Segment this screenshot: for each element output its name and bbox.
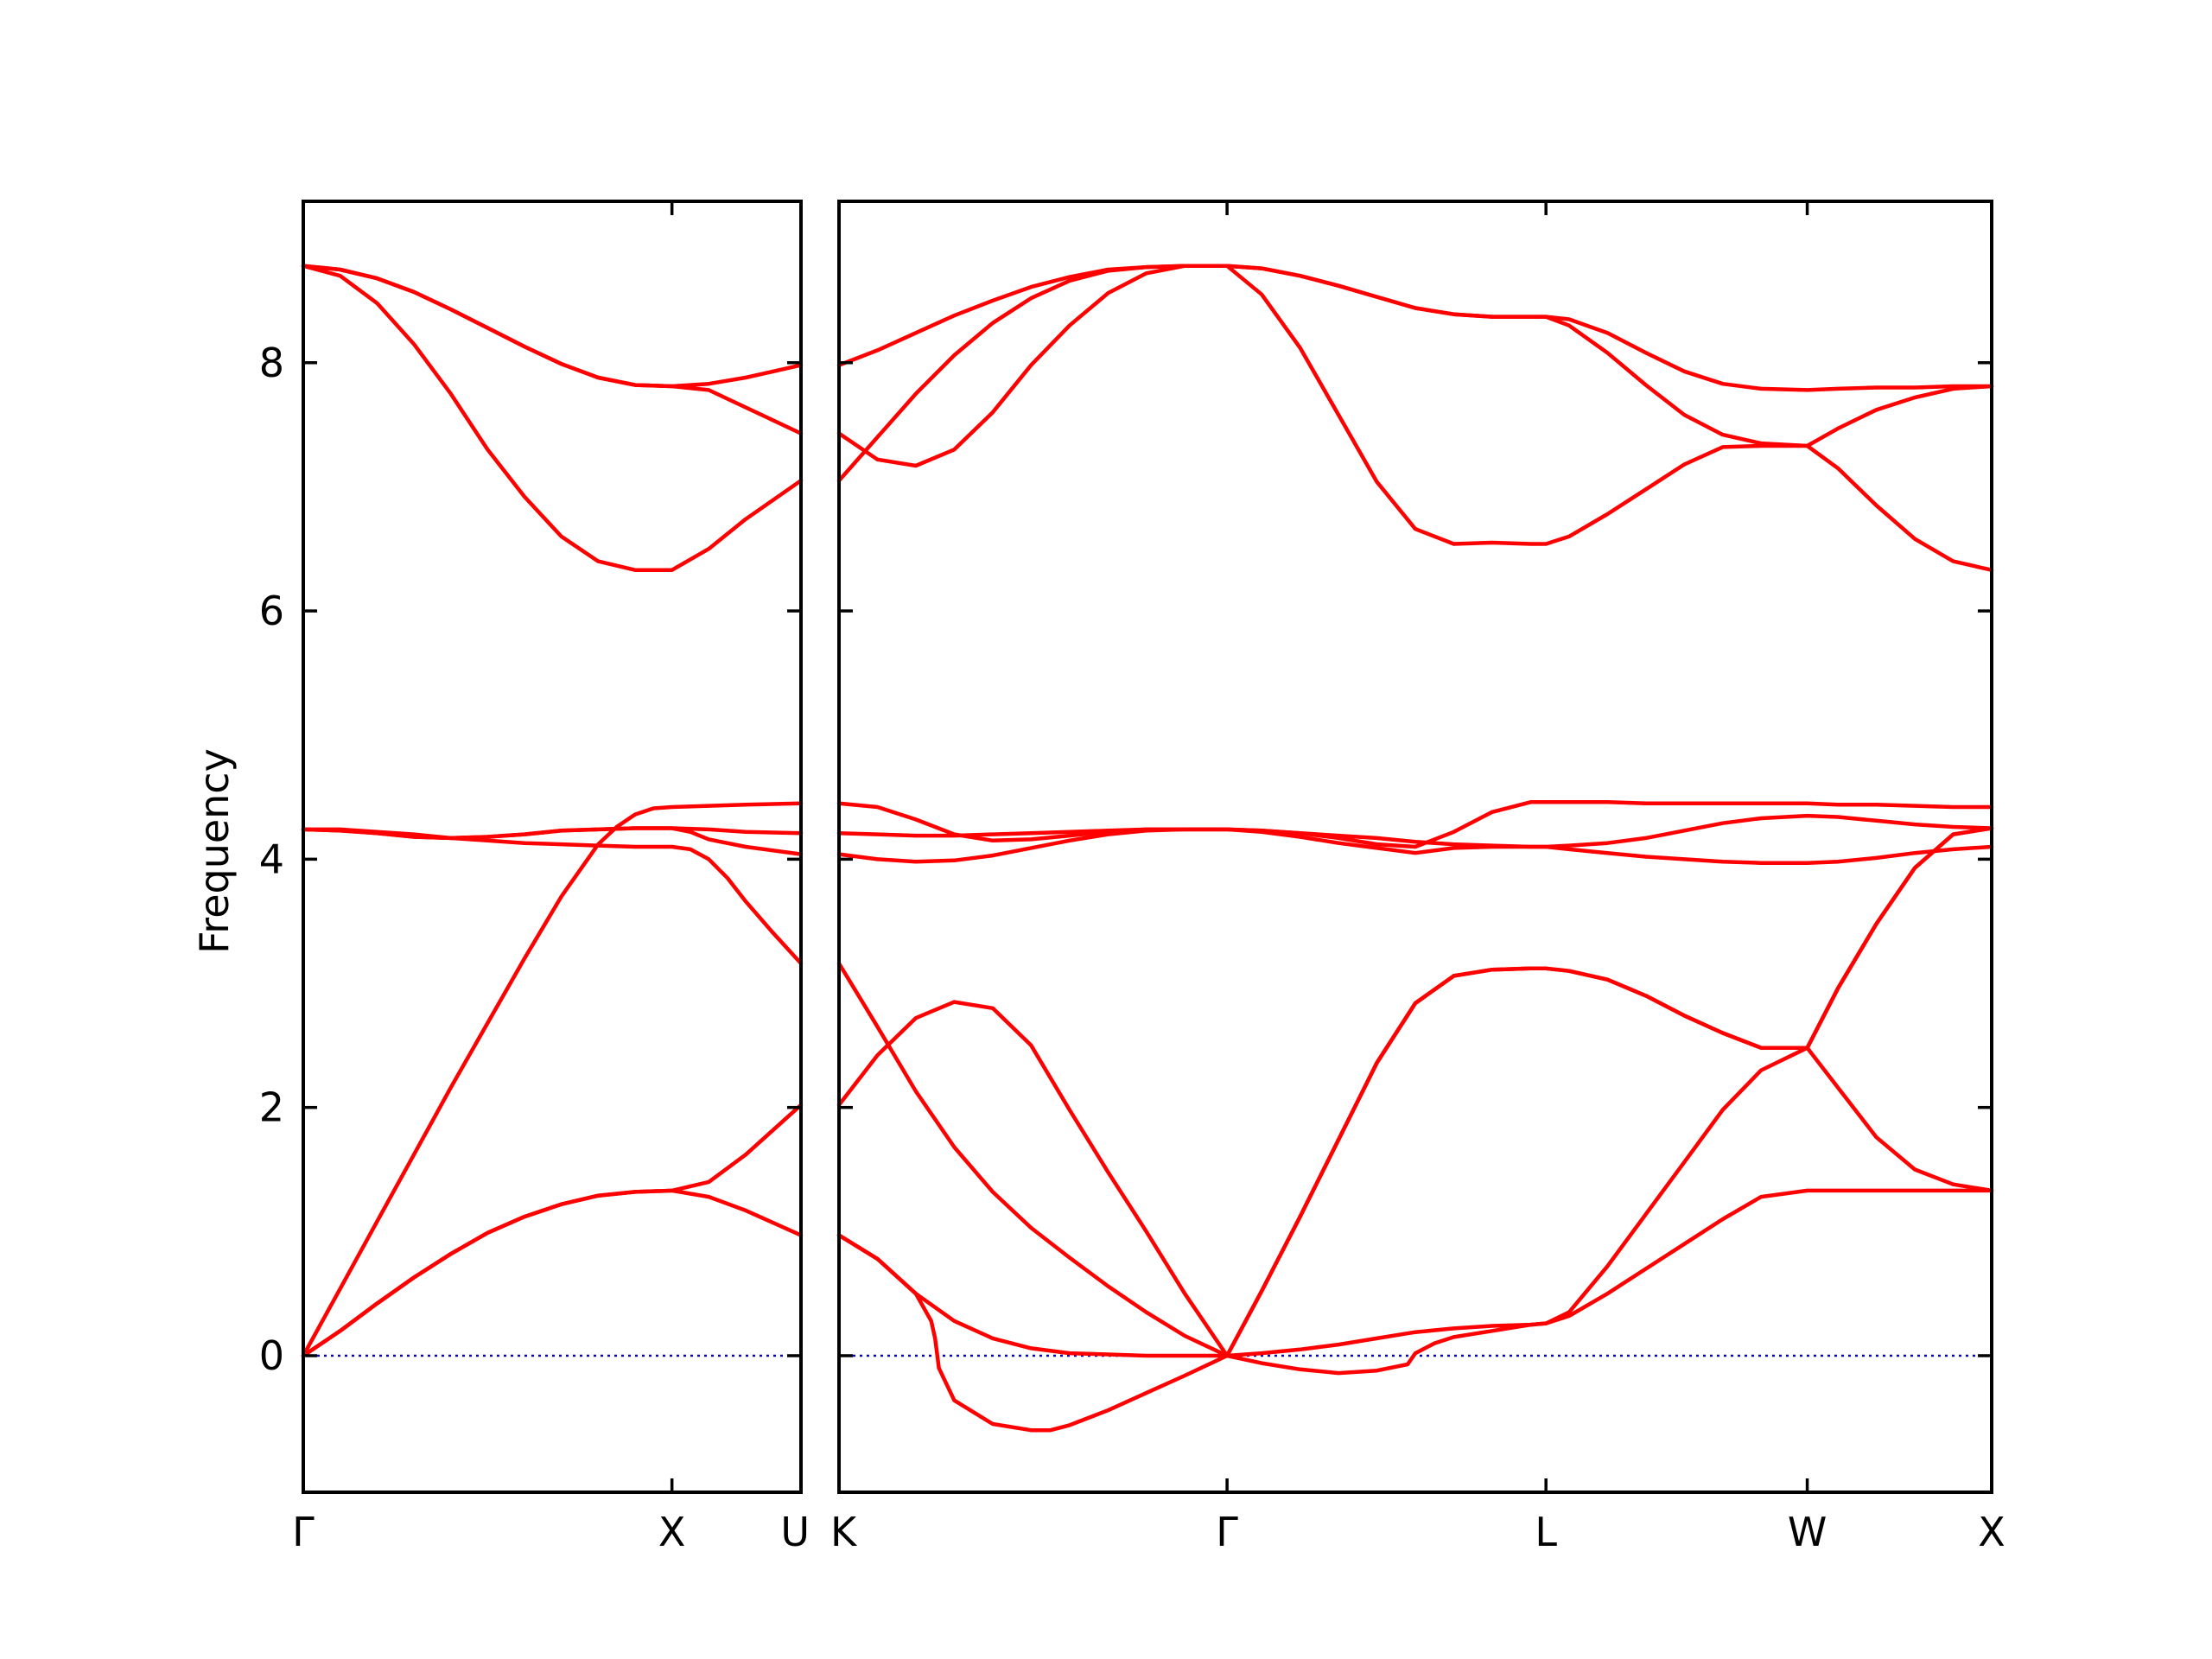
band-series-3 bbox=[301, 801, 804, 1358]
x-tick-label: Γ bbox=[292, 1509, 315, 1555]
y-tick-label: 0 bbox=[259, 1332, 284, 1379]
y-tick-label: 2 bbox=[259, 1084, 284, 1131]
x-tick-label: K bbox=[830, 1509, 858, 1555]
band-series-6 bbox=[301, 826, 804, 856]
band-series-5 bbox=[836, 827, 1994, 865]
y-tick-label: 8 bbox=[259, 340, 284, 386]
band-series-2 bbox=[301, 1188, 804, 1358]
band-series-6 bbox=[836, 813, 1994, 849]
y-tick-label: 4 bbox=[259, 836, 284, 882]
band-series-4 bbox=[301, 827, 804, 966]
y-axis-label: Frequency bbox=[191, 748, 238, 954]
panel-gamma-x-u: 0 2 4 6 8 Γ X U bbox=[259, 200, 810, 1555]
band-series-1 bbox=[836, 1188, 1994, 1433]
x-tick-label: X bbox=[658, 1509, 686, 1555]
band-series-1 bbox=[301, 1103, 804, 1358]
band-series-7 bbox=[301, 264, 804, 572]
band-series-9 bbox=[301, 264, 804, 389]
plot-frame bbox=[837, 200, 1993, 1494]
plot-frame bbox=[302, 200, 803, 1494]
x-tick-label: U bbox=[780, 1509, 810, 1555]
band-series-7 bbox=[836, 800, 1994, 849]
band-series-3 bbox=[836, 826, 1994, 1358]
band-series-8 bbox=[301, 264, 804, 435]
y-tick-label: 6 bbox=[259, 588, 284, 634]
band-series-4 bbox=[836, 826, 1994, 1358]
x-tick-label: X bbox=[1978, 1509, 2005, 1555]
x-tick-label: W bbox=[1788, 1509, 1827, 1555]
x-tick-label: L bbox=[1535, 1509, 1557, 1555]
x-tick-label: Γ bbox=[1216, 1509, 1238, 1555]
band-series-10 bbox=[836, 264, 1994, 392]
